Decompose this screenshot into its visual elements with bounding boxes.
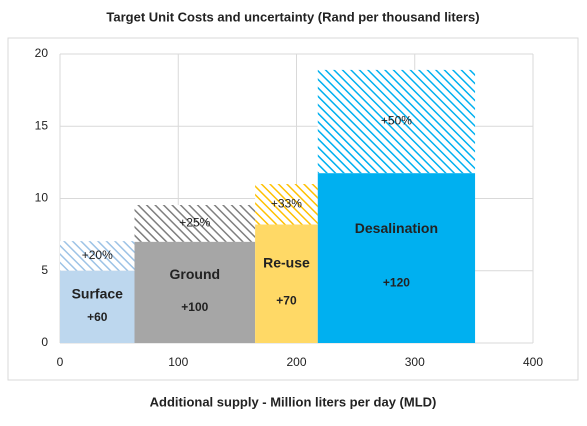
bar-name: Surface [72,285,124,301]
uncertainty-band [255,184,318,225]
x-tick-label: 300 [405,355,425,369]
uncertainty-band [134,205,256,242]
uncertainty-label: +20% [82,248,113,262]
y-tick-label: 15 [35,118,49,132]
y-tick-label: 10 [35,191,49,205]
width-label: +60 [87,310,108,324]
bar-name: Ground [170,266,221,282]
chart-title: Target Unit Costs and uncertainty (Rand … [106,9,479,24]
uncertainty-label: +25% [179,216,210,230]
bar-name: Re-use [263,254,310,270]
bar [317,173,476,343]
x-tick-label: 0 [57,355,64,369]
width-label: +70 [276,294,297,308]
x-tick-label: 200 [286,355,306,369]
x-tick-label: 400 [523,355,543,369]
uncertainty-label: +50% [381,114,412,128]
y-tick-label: 20 [35,46,49,60]
bar [255,224,318,343]
y-tick-label: 5 [41,263,48,277]
y-tick-label: 0 [41,335,48,349]
x-axis-label: Additional supply - Million liters per d… [150,394,437,409]
bar [60,270,135,343]
bar-name: Desalination [355,220,438,236]
width-label: +100 [181,300,208,314]
uncertainty-band [60,241,135,271]
uncertainty-label: +33% [271,196,302,210]
bar [134,241,256,343]
width-label: +120 [383,276,410,290]
uncertainty-band [317,69,476,174]
x-tick-label: 100 [168,355,188,369]
chart-frame [7,37,579,381]
